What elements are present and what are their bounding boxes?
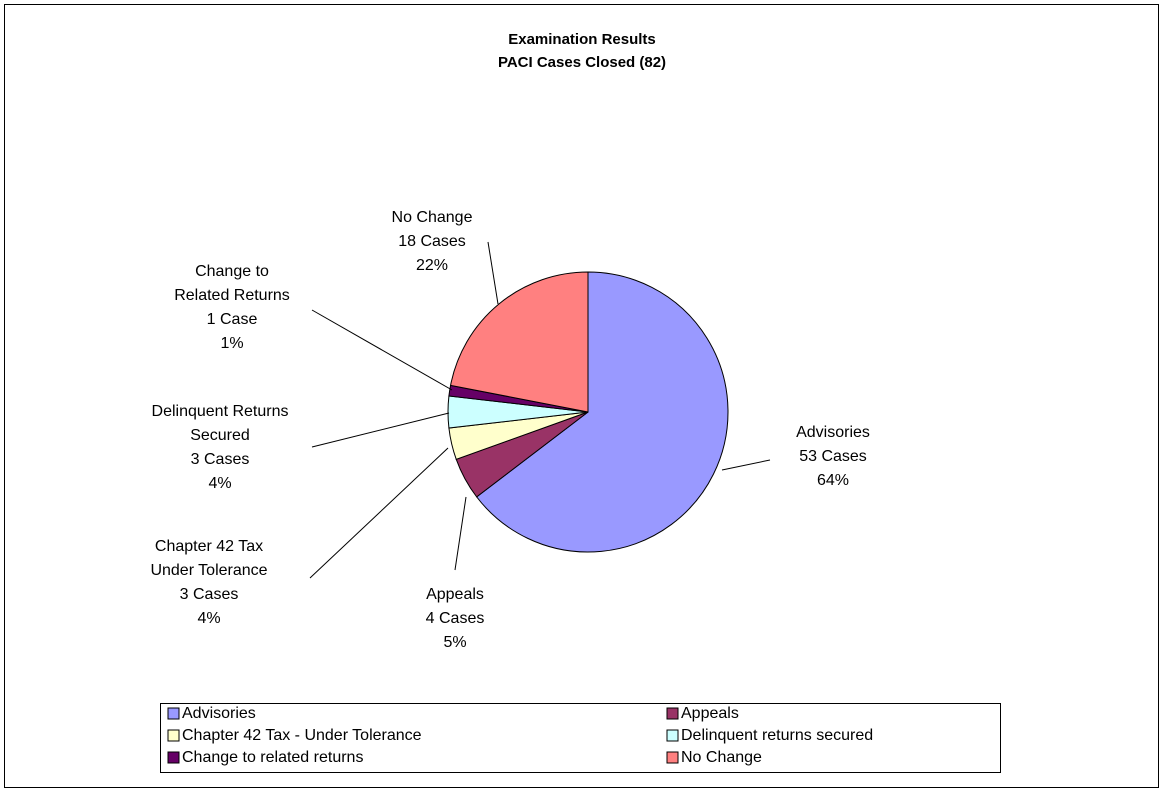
legend-box: [160, 703, 1001, 773]
leader-line: [454, 496, 467, 571]
data-label-value: 18 Cases: [398, 233, 466, 250]
legend-swatch: [167, 707, 180, 720]
legend-swatch: [167, 729, 180, 742]
legend-label: Appeals: [681, 705, 739, 722]
legend-swatch: [167, 751, 180, 764]
legend-swatch: [666, 707, 679, 720]
data-label-percent: 64%: [817, 472, 849, 489]
data-label-name: Under Tolerance: [150, 562, 267, 579]
pie-slice: [449, 271, 589, 413]
legend-label: Change to related returns: [182, 749, 363, 766]
data-label-value: 53 Cases: [799, 448, 867, 465]
data-label-name: No Change: [392, 209, 473, 226]
data-label-percent: 1%: [220, 335, 243, 352]
data-label-name: Chapter 42 Tax: [155, 538, 263, 555]
data-label-name: Secured: [190, 427, 250, 444]
data-label-value: 3 Cases: [180, 586, 239, 603]
leader-line: [309, 447, 449, 579]
data-label-percent: 4%: [208, 475, 231, 492]
data-label-name: Delinquent Returns: [152, 403, 289, 420]
legend-label: Delinquent returns secured: [681, 727, 873, 744]
data-label-percent: 22%: [416, 257, 448, 274]
legend-swatch: [666, 729, 679, 742]
leader-line: [311, 412, 450, 448]
pie-slice: [475, 271, 729, 553]
data-label-name: Advisories: [796, 424, 870, 441]
data-label-percent: 5%: [443, 634, 466, 651]
data-label-percent: 4%: [197, 610, 220, 627]
chart-subtitle: PACI Cases Closed (82): [498, 54, 666, 71]
leader-line: [721, 459, 771, 471]
chart-title: Examination Results: [508, 31, 656, 48]
legend-label: No Change: [681, 749, 762, 766]
data-label-value: 3 Cases: [191, 451, 250, 468]
data-label-name: Appeals: [426, 586, 484, 603]
legend-swatch: [666, 751, 679, 764]
data-label-value: 1 Case: [207, 311, 258, 328]
data-label-name: Change to: [195, 263, 269, 280]
leader-line: [487, 241, 499, 305]
legend-label: Advisories: [182, 705, 256, 722]
data-label-name: Related Returns: [174, 287, 290, 304]
legend-label: Chapter 42 Tax - Under Tolerance: [182, 727, 422, 744]
leader-line: [311, 309, 453, 391]
data-label-value: 4 Cases: [426, 610, 485, 627]
